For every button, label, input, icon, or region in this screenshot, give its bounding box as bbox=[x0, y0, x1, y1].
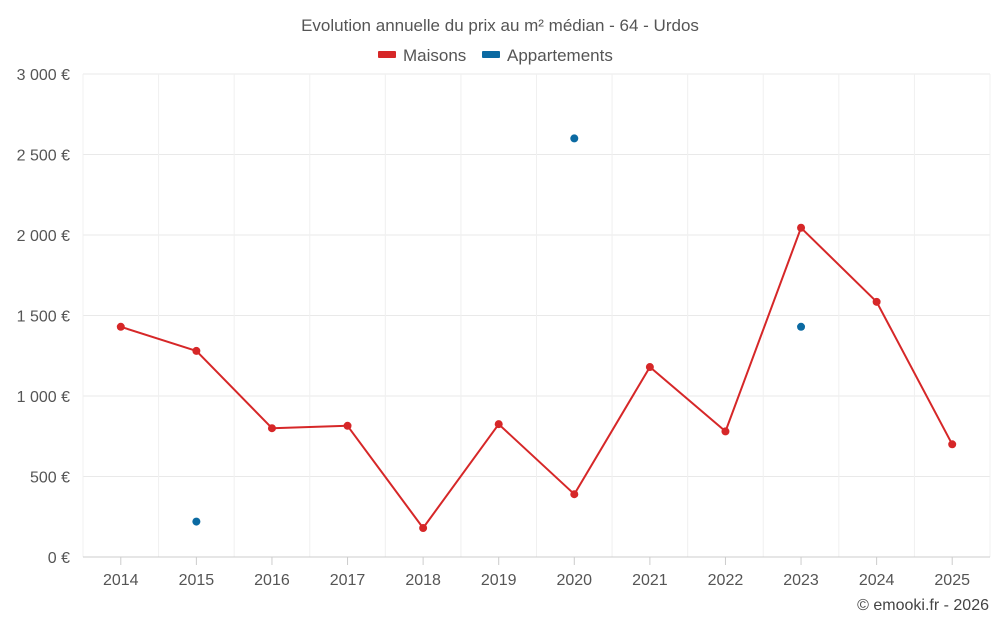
legend: Maisons Appartements bbox=[378, 46, 613, 65]
y-tick-label: 1 500 € bbox=[17, 309, 70, 326]
legend-swatch-appartements bbox=[482, 51, 500, 58]
x-tick-label: 2019 bbox=[481, 572, 517, 589]
credit: © emooki.fr - 2026 bbox=[857, 597, 989, 614]
x-tick-label: 2025 bbox=[934, 572, 970, 589]
legend-item-maisons[interactable]: Maisons bbox=[378, 46, 466, 65]
series-layer bbox=[116, 134, 957, 533]
data-point-maisons[interactable] bbox=[797, 223, 806, 232]
x-tick-label: 2018 bbox=[405, 572, 441, 589]
data-point-appartements[interactable] bbox=[797, 322, 806, 331]
data-point-maisons[interactable] bbox=[419, 524, 428, 533]
x-tick-label: 2017 bbox=[330, 572, 366, 589]
legend-label-appartements: Appartements bbox=[507, 46, 613, 65]
legend-swatch-maisons bbox=[378, 51, 396, 58]
data-point-maisons[interactable] bbox=[192, 346, 201, 355]
data-point-maisons[interactable] bbox=[872, 297, 881, 306]
data-point-appartements[interactable] bbox=[570, 134, 579, 143]
y-tick-label: 0 € bbox=[48, 550, 70, 567]
legend-item-appartements[interactable]: Appartements bbox=[482, 46, 613, 65]
y-tick-label: 500 € bbox=[30, 470, 70, 487]
x-tick-label: 2016 bbox=[254, 572, 290, 589]
data-point-appartements[interactable] bbox=[192, 517, 201, 526]
y-tick-label: 2 500 € bbox=[17, 148, 70, 165]
x-tick-label: 2022 bbox=[708, 572, 744, 589]
y-tick-label: 2 000 € bbox=[17, 228, 70, 245]
chart-title: Evolution annuelle du prix au m² médian … bbox=[301, 16, 699, 35]
x-tick-label: 2020 bbox=[556, 572, 592, 589]
x-tick-label: 2021 bbox=[632, 572, 668, 589]
data-point-maisons[interactable] bbox=[570, 490, 579, 499]
x-tick-label: 2015 bbox=[179, 572, 215, 589]
data-point-maisons[interactable] bbox=[948, 440, 957, 449]
data-point-maisons[interactable] bbox=[645, 363, 654, 372]
x-tick-label: 2023 bbox=[783, 572, 819, 589]
y-tick-label: 3 000 € bbox=[17, 67, 70, 84]
data-point-maisons[interactable] bbox=[267, 424, 276, 433]
y-tick-label: 1 000 € bbox=[17, 389, 70, 406]
x-tick-label: 2014 bbox=[103, 572, 139, 589]
legend-label-maisons: Maisons bbox=[403, 46, 466, 65]
x-tick-label: 2024 bbox=[859, 572, 895, 589]
y-axis: 0 € 500 € 1 000 € 1 500 € 2 000 € 2 500 € 3 00… bbox=[17, 67, 70, 567]
data-point-maisons[interactable] bbox=[343, 421, 352, 430]
data-point-maisons[interactable] bbox=[116, 322, 125, 331]
data-point-maisons[interactable] bbox=[721, 427, 730, 436]
x-axis: 2014 2015 2016 2017 2018 2019 2020 2021 2022 2023… bbox=[83, 556, 990, 589]
data-point-maisons[interactable] bbox=[494, 420, 503, 429]
series-line-maisons bbox=[120, 226, 954, 529]
grid bbox=[82, 73, 991, 557]
